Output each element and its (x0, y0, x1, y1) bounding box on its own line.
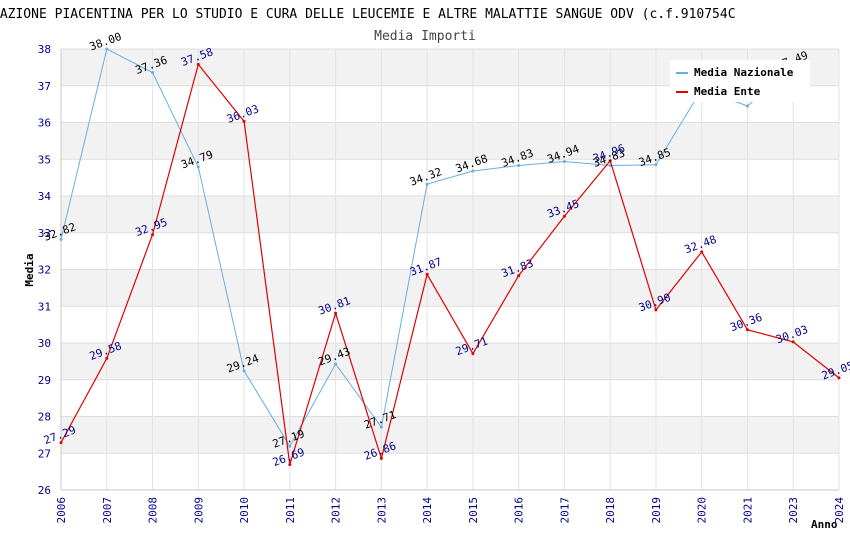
legend-label-media-nazionale: Media Nazionale (694, 66, 794, 79)
x-tick-label: 2008 (147, 497, 160, 524)
data-label-media-nazionale: 34.32 (408, 165, 444, 189)
y-tick-label: 37 (38, 80, 51, 93)
data-point-media-ente (745, 328, 749, 332)
legend-label-media-ente: Media Ente (694, 85, 761, 98)
data-point-media-ente (288, 463, 292, 467)
data-point-media-ente (517, 274, 521, 278)
data-point-media-ente (334, 311, 338, 315)
y-tick-label: 35 (38, 153, 51, 166)
data-point-media-nazionale (196, 165, 200, 169)
axes (60, 49, 839, 491)
data-point-media-ente (196, 62, 200, 66)
x-tick-label: 2016 (513, 497, 526, 524)
y-tick-label: 29 (38, 374, 51, 387)
y-tick-label: 28 (38, 411, 51, 424)
x-tick-label: 2021 (741, 497, 754, 524)
chart-title: IAZIONE PIACENTINA PER LO STUDIO E CURA … (0, 7, 736, 22)
data-point-media-nazionale (562, 159, 566, 163)
y-tick-label: 30 (38, 337, 51, 350)
y-tick-label: 26 (38, 484, 51, 497)
data-point-media-nazionale (471, 169, 475, 173)
data-point-media-nazionale (379, 425, 383, 429)
data-point-media-ente (471, 352, 475, 356)
series-lines (59, 47, 841, 467)
plot-band (61, 416, 839, 454)
x-tick-label: 2014 (421, 497, 434, 524)
data-point-media-ente (562, 214, 566, 218)
x-tick-label: 2024 (833, 497, 846, 524)
data-point-media-ente (242, 119, 246, 123)
y-tick-label: 33 (38, 227, 51, 240)
y-tick-label: 27 (38, 447, 51, 460)
data-point-media-nazionale (334, 362, 338, 366)
y-tick-label: 38 (38, 43, 51, 56)
plot-band (61, 269, 839, 307)
data-point-media-nazionale (288, 444, 292, 448)
data-point-media-ente (791, 340, 795, 344)
y-axis-label: Media (23, 253, 36, 286)
plot-band (61, 343, 839, 380)
data-point-media-ente (837, 376, 841, 380)
x-axis-label: Anno (811, 518, 838, 531)
data-point-media-nazionale (59, 237, 63, 241)
x-tick-label: 2017 (558, 497, 571, 524)
data-point-media-ente (59, 441, 63, 445)
data-point-media-ente (425, 272, 429, 276)
x-tick-label: 2020 (696, 497, 709, 524)
data-point-media-nazionale (242, 369, 246, 373)
data-point-media-ente (151, 233, 155, 237)
y-tick-label: 31 (38, 300, 51, 313)
y-tick-label: 32 (38, 264, 51, 277)
data-point-media-ente (608, 159, 612, 163)
x-tick-label: 2023 (787, 497, 800, 524)
x-tick-label: 2015 (467, 497, 480, 524)
data-point-media-nazionale (151, 71, 155, 75)
data-point-media-nazionale (425, 182, 429, 186)
plot-band (61, 196, 839, 233)
series-line-media-ente (60, 63, 840, 465)
data-point-media-nazionale (105, 47, 109, 51)
x-tick-label: 2012 (330, 497, 343, 524)
y-tick-label: 36 (38, 117, 51, 130)
y-tick-label: 34 (38, 190, 52, 203)
data-point-media-ente (700, 250, 704, 254)
x-tick-label: 2010 (238, 497, 251, 524)
plot-background-bands (61, 49, 839, 454)
x-axis-ticks: 2006 2007 2008 2009 2010 2011 2012 2013 2014 2015… (55, 497, 846, 524)
legend: Media Nazionale Media Ente (670, 60, 810, 102)
x-tick-label: 2007 (101, 497, 114, 524)
chart-subtitle: Media Importi (374, 29, 476, 44)
legend-box (670, 60, 810, 102)
data-point-media-nazionale (517, 163, 521, 167)
x-tick-label: 2013 (375, 497, 388, 524)
data-point-media-nazionale (654, 163, 658, 167)
x-tick-label: 2018 (604, 497, 617, 524)
plot-band (61, 122, 839, 160)
x-tick-label: 2019 (650, 497, 663, 524)
data-point-media-ente (654, 308, 658, 312)
data-point-media-ente (105, 356, 109, 360)
data-label-media-nazionale: 32.82 (42, 220, 78, 244)
x-tick-label: 2009 (192, 497, 205, 524)
data-label-media-ente: 30.36 (728, 311, 764, 335)
x-tick-label: 2006 (55, 497, 68, 524)
data-point-media-ente (379, 456, 383, 460)
x-tick-label: 2011 (284, 497, 297, 524)
y-axis-ticks: 26 27 28 29 30 31 32 33 34 35 36 37 38 (38, 43, 52, 497)
data-point-media-nazionale (745, 104, 749, 108)
